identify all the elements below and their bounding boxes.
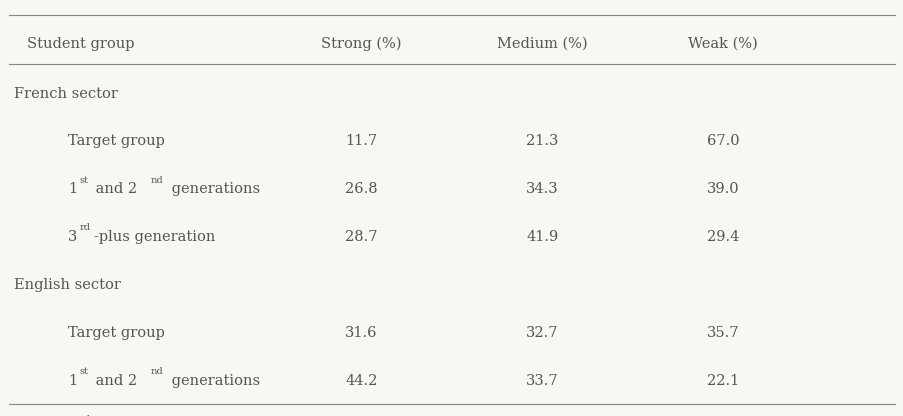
Text: English sector: English sector <box>14 278 120 292</box>
Text: 32.7: 32.7 <box>526 326 558 340</box>
Text: and 2: and 2 <box>91 374 137 388</box>
Text: rd: rd <box>79 415 91 416</box>
Text: 31.6: 31.6 <box>345 326 377 340</box>
Text: st: st <box>79 176 88 185</box>
Text: ‑plus generation: ‑plus generation <box>94 230 215 244</box>
Text: st: st <box>79 367 88 376</box>
Text: 33.7: 33.7 <box>526 374 558 388</box>
Text: Medium (%): Medium (%) <box>497 37 587 51</box>
Text: rd: rd <box>79 223 91 233</box>
Text: nd: nd <box>151 367 163 376</box>
Text: generations: generations <box>167 374 260 388</box>
Text: Target group: Target group <box>68 326 164 340</box>
Text: French sector: French sector <box>14 87 117 101</box>
Text: Strong (%): Strong (%) <box>321 37 402 51</box>
Text: Target group: Target group <box>68 134 164 149</box>
Text: Weak (%): Weak (%) <box>687 37 758 51</box>
Text: nd: nd <box>151 176 163 185</box>
Text: 67.0: 67.0 <box>706 134 739 149</box>
Text: 11.7: 11.7 <box>345 134 377 149</box>
Text: 34.3: 34.3 <box>526 182 558 196</box>
Text: and 2: and 2 <box>91 182 137 196</box>
Text: 1: 1 <box>68 182 77 196</box>
Text: 44.2: 44.2 <box>345 374 377 388</box>
Text: 1: 1 <box>68 374 77 388</box>
Text: 3: 3 <box>68 230 77 244</box>
Text: 28.7: 28.7 <box>345 230 377 244</box>
Text: 22.1: 22.1 <box>706 374 739 388</box>
Text: 29.4: 29.4 <box>706 230 739 244</box>
Text: 41.9: 41.9 <box>526 230 558 244</box>
Text: Student group: Student group <box>27 37 135 51</box>
Text: 39.0: 39.0 <box>706 182 739 196</box>
Text: 26.8: 26.8 <box>345 182 377 196</box>
Text: 35.7: 35.7 <box>706 326 739 340</box>
Text: generations: generations <box>167 182 260 196</box>
Text: 21.3: 21.3 <box>526 134 558 149</box>
